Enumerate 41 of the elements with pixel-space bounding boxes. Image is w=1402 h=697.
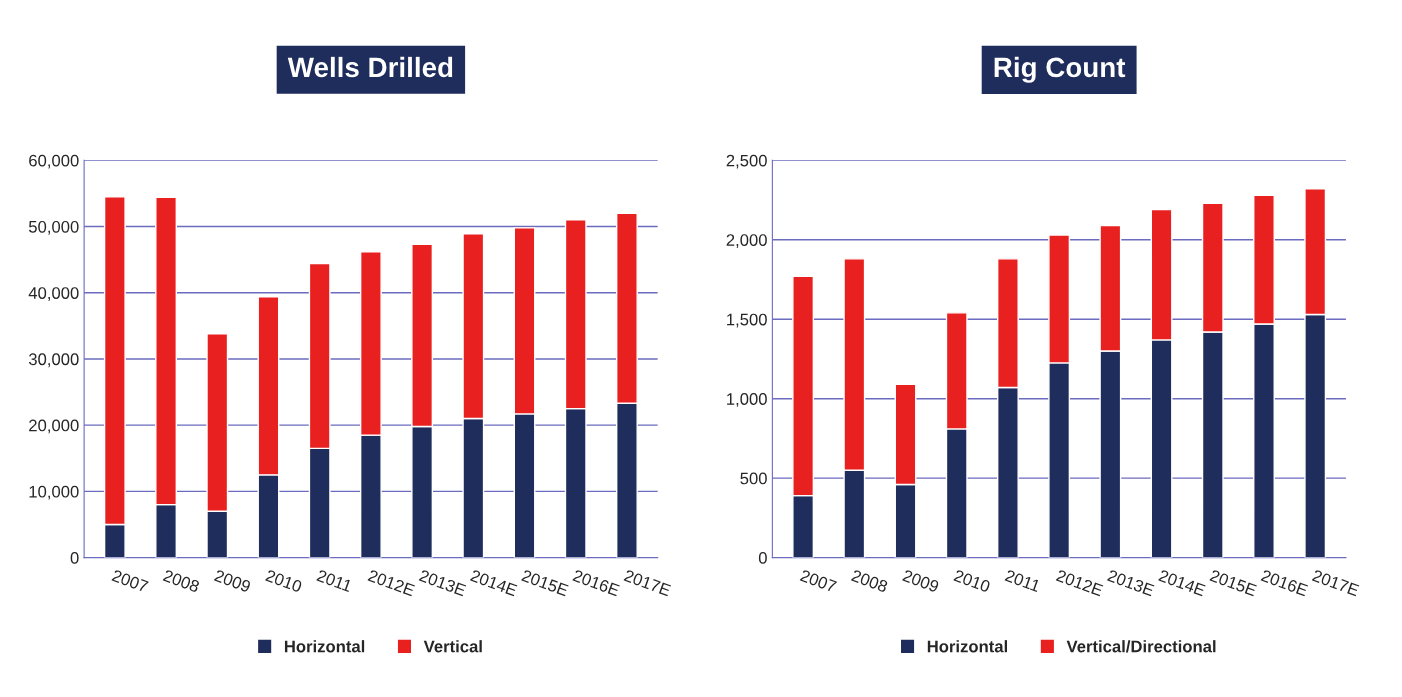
x-tick-label: 2016E (1260, 569, 1309, 597)
x-tick-label: 2011 (1004, 569, 1041, 593)
x-tick-label: 2012E (1055, 569, 1104, 597)
x-tick-label: 2009 (902, 569, 940, 593)
x-tick-label: 2013E (418, 569, 467, 597)
x-tick-label: 2010 (953, 569, 991, 593)
y-tick-label: 2,500 (726, 154, 767, 169)
y-tick-label: 1,500 (727, 313, 767, 328)
y-tick-label: 50,000 (28, 220, 79, 235)
legend-label: Vertical (423, 640, 482, 653)
y-tick-label: 10,000 (29, 485, 79, 500)
x-tick-label: 2007 (799, 569, 837, 593)
legend-label: Horizontal (284, 640, 365, 653)
legend-label: Horizontal (927, 640, 1008, 653)
y-tick-label: 0 (758, 552, 767, 564)
x-tick-label: 2012E (367, 569, 416, 597)
x-tick-label: 2015E (1209, 569, 1258, 597)
y-tick-label: 60,000 (29, 154, 79, 169)
x-tick-label: 2013E (1106, 569, 1155, 597)
y-tick-label: 0 (70, 552, 79, 564)
x-tick-label: 2015E (521, 569, 569, 597)
y-tick-label: 500 (740, 472, 767, 485)
y-tick-label: 1,000 (727, 393, 767, 407)
chart-title: Rig Count (994, 56, 1126, 83)
x-tick-label: 2011 (316, 569, 353, 593)
x-tick-label: 2007 (111, 569, 149, 593)
x-tick-label: 2017E (623, 569, 672, 597)
y-tick-label: 40,000 (28, 287, 79, 301)
y-tick-label: 20,000 (29, 419, 79, 434)
x-tick-label: 2016E (572, 569, 621, 597)
y-tick-label: 30,000 (28, 353, 79, 368)
x-tick-label: 2014E (469, 569, 518, 597)
x-tick-label: 2009 (213, 569, 252, 593)
chart-title: Wells Drilled (287, 56, 453, 78)
x-tick-label: 2008 (162, 569, 201, 593)
x-tick-label: 2010 (265, 569, 303, 593)
legend-label: Vertical/Directional (1066, 640, 1216, 653)
y-tick-label: 2,000 (726, 234, 767, 248)
x-tick-label: 2008 (850, 569, 889, 593)
x-tick-label: 2017E (1311, 569, 1360, 597)
x-tick-label: 2014E (1158, 569, 1207, 597)
